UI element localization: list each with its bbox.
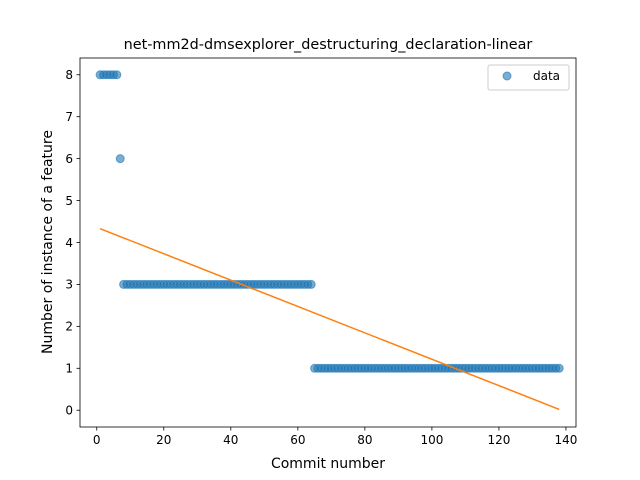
x-axis-ticks: 0 20 40 60 80 100 120 140 bbox=[93, 427, 577, 447]
y-tick-label: 8 bbox=[65, 68, 73, 82]
chart-title: net-mm2d-dmsexplorer_destructuring_decla… bbox=[124, 37, 533, 53]
legend-box bbox=[487, 64, 570, 91]
x-tick-label: 60 bbox=[290, 433, 305, 447]
y-axis-label: Number of instance of a feature bbox=[40, 130, 56, 354]
x-tick-label: 140 bbox=[554, 433, 577, 447]
legend: data bbox=[487, 64, 570, 91]
data-point bbox=[112, 70, 122, 80]
x-tick-label: 80 bbox=[357, 433, 372, 447]
x-tick-label: 40 bbox=[223, 433, 238, 447]
y-axis-ticks: 0 1 2 3 4 5 6 7 8 bbox=[65, 68, 80, 418]
x-tick-label: 20 bbox=[156, 433, 171, 447]
y-tick-label: 3 bbox=[65, 278, 73, 292]
data-marks bbox=[95, 70, 564, 411]
y-tick-label: 0 bbox=[65, 404, 73, 418]
y-tick-label: 7 bbox=[65, 110, 73, 124]
data-point bbox=[115, 154, 125, 164]
plot-area bbox=[79, 57, 577, 428]
x-tick-label: 120 bbox=[487, 433, 510, 447]
y-tick-label: 4 bbox=[65, 236, 73, 250]
data-point bbox=[554, 363, 564, 373]
legend-marker bbox=[502, 71, 512, 81]
y-tick-label: 2 bbox=[65, 320, 73, 334]
x-axis-label: Commit number bbox=[271, 456, 385, 472]
legend-label: data bbox=[533, 69, 560, 83]
y-tick-label: 6 bbox=[65, 152, 73, 166]
y-tick-label: 5 bbox=[65, 194, 73, 208]
x-tick-label: 0 bbox=[93, 433, 101, 447]
trend-line bbox=[99, 227, 560, 411]
data-point bbox=[306, 279, 316, 289]
y-tick-label: 1 bbox=[65, 362, 73, 376]
x-tick-label: 100 bbox=[420, 433, 443, 447]
